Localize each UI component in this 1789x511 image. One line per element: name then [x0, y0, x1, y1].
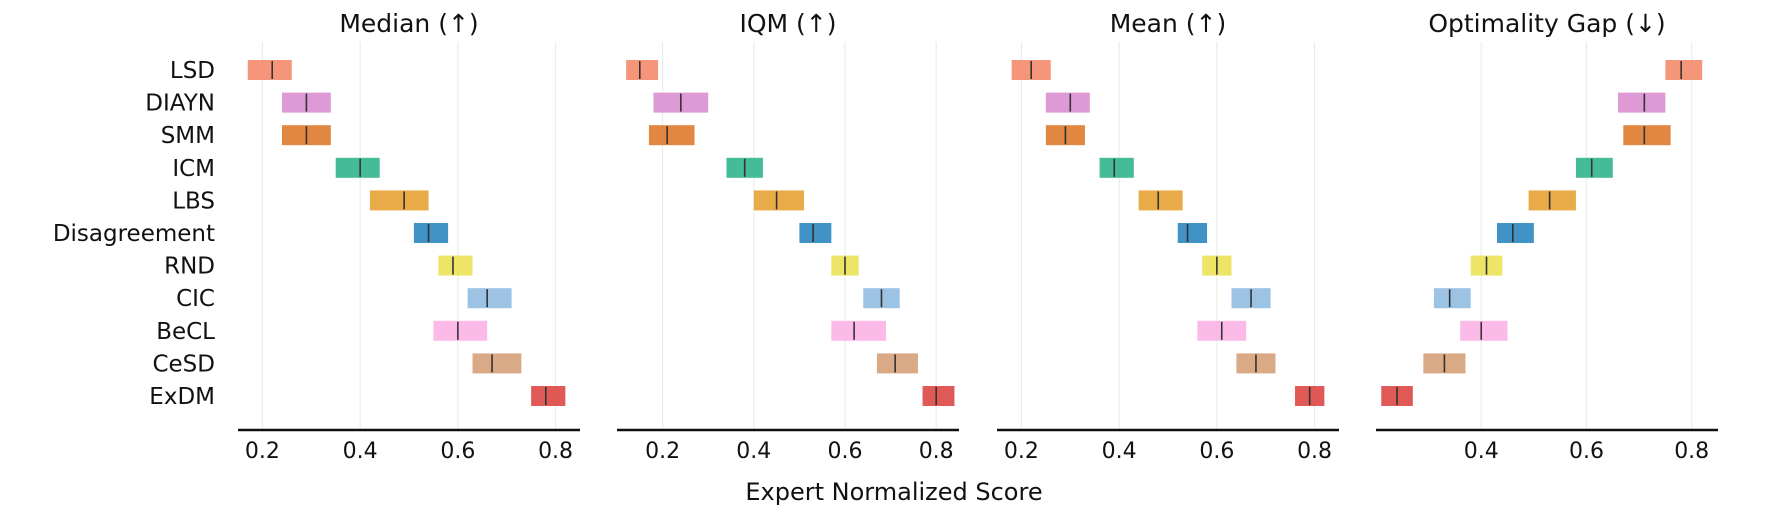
interval-bar — [369, 190, 429, 211]
interval-bar — [1665, 60, 1703, 80]
tick-label: 0.4 — [736, 439, 771, 464]
tick-label: 0.6 — [440, 439, 475, 464]
interval-bar — [335, 157, 380, 178]
interval-bar — [1045, 92, 1090, 113]
tick-label: 0.6 — [828, 439, 863, 464]
chart-panel: Median (↑) 0.2 0.4 0.6 0.8 — [238, 9, 580, 464]
interval-bar — [1528, 190, 1576, 211]
interval-bar — [799, 223, 832, 243]
interval-bar — [467, 288, 512, 309]
tick-label: 0.6 — [1199, 439, 1234, 464]
interval-bar — [626, 60, 659, 80]
tick-label: 0.6 — [1569, 439, 1604, 464]
interval-bar — [472, 353, 522, 374]
category-label: LSD — [170, 58, 215, 84]
interval-bar — [922, 386, 955, 406]
panel-title: Optimality Gap (↓) — [1428, 9, 1665, 38]
interval-bar — [1497, 223, 1534, 243]
interval-bar — [1618, 92, 1666, 113]
interval-bar — [1623, 125, 1671, 146]
interval-bar — [831, 320, 887, 341]
category-label: SMM — [161, 123, 215, 149]
category-label: CeSD — [152, 351, 215, 377]
category-label: RND — [164, 254, 215, 280]
category-label: DIAYN — [145, 91, 215, 117]
interval-bar — [648, 125, 695, 146]
interval-bar — [247, 60, 292, 80]
panel-title: Median (↑) — [339, 9, 478, 38]
interval-bar — [438, 255, 473, 276]
chart-panels: Median (↑) 0.2 0.4 0.6 0.8 IQM (↑) 0.2 0.4 0.6 0.… — [238, 9, 1718, 464]
category-label: ICM — [172, 156, 215, 182]
tick-label: 0.4 — [1464, 439, 1499, 464]
tick-label: 0.2 — [645, 439, 680, 464]
interval-bar — [1177, 223, 1208, 243]
interval-bar — [876, 353, 918, 374]
category-labels: LSD DIAYN SMM ICM LBS Disagreement RND CIC BeCL C… — [53, 58, 215, 410]
interval-bar — [1138, 190, 1183, 211]
category-label: LBS — [172, 188, 215, 214]
tick-label: 0.4 — [1102, 439, 1137, 464]
chart-panel: Optimality Gap (↓) 0.4 0.6 0.8 — [1376, 9, 1718, 464]
interval-bar — [1575, 157, 1613, 178]
tick-label: 0.2 — [245, 439, 280, 464]
tick-label: 0.8 — [538, 439, 573, 464]
panel-title: Mean (↑) — [1110, 9, 1227, 38]
interval-bar — [531, 386, 566, 406]
panel-title: IQM (↑) — [739, 9, 836, 38]
interval-bar — [433, 320, 488, 341]
interval-bar — [1433, 288, 1471, 309]
tick-label: 0.8 — [1674, 439, 1709, 464]
chart-panel: IQM (↑) 0.2 0.4 0.6 0.8 — [617, 9, 959, 464]
interval-bar — [413, 223, 449, 243]
interval-bar — [1460, 320, 1508, 341]
interval-bar — [753, 190, 804, 211]
tick-label: 0.2 — [1004, 439, 1039, 464]
interval-bar — [1099, 157, 1134, 178]
category-label: BeCL — [156, 319, 215, 345]
chart-panel: Mean (↑) 0.2 0.4 0.6 0.8 — [997, 9, 1339, 464]
tick-label: 0.8 — [1297, 439, 1332, 464]
tick-label: 0.8 — [919, 439, 954, 464]
category-label: ExDM — [149, 384, 215, 410]
category-label: CIC — [176, 286, 215, 312]
category-label: Disagreement — [53, 221, 215, 247]
tick-label: 0.4 — [343, 439, 378, 464]
x-axis-label: Expert Normalized Score — [745, 478, 1042, 506]
